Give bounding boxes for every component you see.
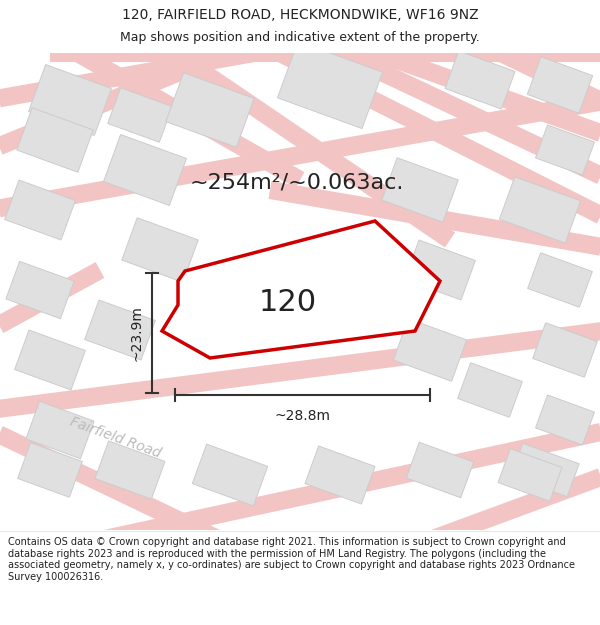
Polygon shape	[406, 442, 474, 498]
Text: ~28.8m: ~28.8m	[275, 409, 331, 423]
Polygon shape	[26, 401, 94, 459]
Text: 120, FAIRFIELD ROAD, HECKMONDWIKE, WF16 9NZ: 120, FAIRFIELD ROAD, HECKMONDWIKE, WF16 …	[122, 8, 478, 22]
Polygon shape	[511, 443, 579, 497]
Polygon shape	[498, 449, 562, 501]
Polygon shape	[5, 180, 76, 240]
Polygon shape	[382, 158, 458, 222]
Polygon shape	[192, 444, 268, 506]
Polygon shape	[85, 300, 155, 360]
Polygon shape	[536, 125, 595, 175]
Polygon shape	[527, 57, 593, 113]
Text: ~23.9m: ~23.9m	[130, 305, 144, 361]
Polygon shape	[305, 446, 375, 504]
Polygon shape	[277, 41, 383, 129]
Polygon shape	[104, 134, 187, 206]
Polygon shape	[107, 88, 172, 142]
Polygon shape	[6, 261, 74, 319]
Polygon shape	[162, 221, 440, 358]
Polygon shape	[122, 217, 198, 282]
Polygon shape	[17, 442, 82, 498]
Text: Fairfield Road: Fairfield Road	[68, 415, 163, 461]
Text: Contains OS data © Crown copyright and database right 2021. This information is : Contains OS data © Crown copyright and d…	[8, 537, 575, 582]
Polygon shape	[95, 441, 165, 499]
Text: ~254m²/~0.063ac.: ~254m²/~0.063ac.	[190, 173, 404, 193]
Polygon shape	[14, 330, 85, 390]
Polygon shape	[394, 319, 467, 381]
Polygon shape	[166, 72, 254, 148]
Text: 120: 120	[259, 288, 317, 317]
Text: Map shows position and indicative extent of the property.: Map shows position and indicative extent…	[120, 31, 480, 44]
Polygon shape	[29, 64, 112, 136]
Polygon shape	[458, 362, 523, 418]
Polygon shape	[445, 51, 515, 109]
Polygon shape	[533, 322, 598, 378]
Polygon shape	[527, 253, 592, 308]
Polygon shape	[17, 107, 93, 172]
Polygon shape	[536, 395, 595, 445]
Polygon shape	[499, 177, 581, 243]
Polygon shape	[404, 240, 475, 300]
